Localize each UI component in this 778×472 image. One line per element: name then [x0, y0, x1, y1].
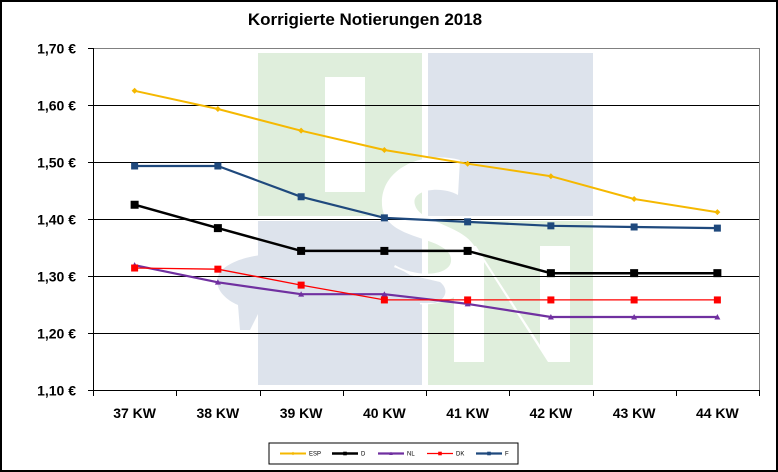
- x-tick-label: 41 KW: [446, 405, 490, 421]
- data-point-marker: [713, 296, 721, 304]
- series-esp: [131, 87, 721, 216]
- legend-item-esp: ESP: [280, 452, 321, 458]
- y-tick-label: 1,40 €: [37, 212, 76, 228]
- data-point-marker: [463, 246, 472, 255]
- data-point-marker: [298, 127, 305, 134]
- legend-item-f: F: [476, 452, 509, 458]
- data-point-marker: [381, 291, 388, 297]
- data-point-marker: [381, 147, 388, 154]
- watermark-letter-i: [325, 77, 365, 192]
- x-tick-label: 44 KW: [696, 405, 740, 421]
- data-point-marker: [630, 296, 638, 304]
- series-lines: [130, 87, 722, 320]
- data-point-marker: [380, 296, 388, 304]
- data-point-marker: [214, 105, 221, 112]
- data-point-marker: [214, 279, 221, 285]
- x-tick-label: 40 KW: [363, 405, 407, 421]
- data-point-marker: [297, 281, 305, 289]
- data-point-marker: [464, 296, 472, 304]
- data-point-marker: [547, 222, 555, 230]
- legend: ESP D NL DK F: [268, 442, 519, 465]
- data-point-marker: [487, 451, 491, 456]
- series-line-dk: [134, 267, 718, 301]
- data-point-marker: [631, 314, 638, 320]
- data-point-marker: [131, 87, 138, 94]
- series-nl: [131, 262, 721, 320]
- y-tick-label: 1,50 €: [37, 155, 76, 171]
- series-line-d: [134, 203, 718, 275]
- data-point-marker: [343, 451, 347, 456]
- series-line-f: [134, 164, 718, 230]
- data-point-marker: [214, 265, 222, 273]
- data-point-marker: [547, 314, 554, 320]
- chart-title: Korrigierte Notierungen 2018: [248, 10, 482, 29]
- data-point-marker: [291, 451, 295, 456]
- legend-item-d: D: [332, 452, 366, 458]
- x-tick-label: 42 KW: [529, 405, 573, 421]
- x-tick-label: 43 KW: [613, 405, 657, 421]
- series-line-nl: [134, 264, 718, 319]
- data-point-marker: [630, 269, 639, 278]
- x-tick-label: 37 KW: [113, 405, 157, 421]
- y-tick-label: 1,30 €: [37, 269, 76, 285]
- series-d: [130, 200, 722, 278]
- data-point-marker: [631, 196, 638, 203]
- data-point-marker: [214, 162, 222, 170]
- data-point-marker: [714, 209, 721, 216]
- data-point-marker: [464, 218, 472, 226]
- data-point-marker: [713, 269, 722, 278]
- y-tick-label: 1,60 €: [37, 98, 76, 114]
- data-point-marker: [131, 264, 139, 272]
- data-point-marker: [714, 314, 721, 320]
- data-point-marker: [380, 246, 389, 255]
- x-tick-label: 39 KW: [280, 405, 324, 421]
- data-point-marker: [389, 451, 393, 455]
- data-point-marker: [464, 300, 471, 307]
- series-f: [131, 162, 721, 232]
- y-axis-tick-labels: 1,10 € 1,20 € 1,30 € 1,40 € 1,50 € 1,60 € 1,70…: [37, 41, 76, 399]
- legend-label: DK: [456, 452, 464, 458]
- series-dk: [131, 264, 721, 304]
- data-point-marker: [713, 224, 721, 232]
- x-axis-tick-labels: 37 KW 38 KW 39 KW 40 KW 41 KW 42 KW 43 KW 44 KW: [113, 405, 739, 421]
- data-point-marker: [297, 246, 306, 255]
- series-line-esp: [134, 89, 718, 214]
- data-point-marker: [547, 296, 555, 304]
- x-tick-label: 38 KW: [196, 405, 240, 421]
- data-point-marker: [130, 200, 139, 209]
- data-point-marker: [546, 269, 555, 278]
- data-point-marker: [547, 173, 554, 180]
- data-point-marker: [131, 162, 139, 170]
- legend-item-dk: DK: [427, 452, 464, 458]
- data-point-marker: [464, 160, 471, 167]
- legend-label: D: [361, 452, 366, 458]
- data-point-marker: [438, 451, 442, 456]
- legend-label: ESP: [309, 452, 321, 458]
- data-point-marker: [630, 223, 638, 231]
- data-point-marker: [213, 224, 222, 233]
- axes: [88, 48, 760, 396]
- y-tick-label: 1,10 €: [37, 383, 76, 399]
- data-point-marker: [380, 214, 388, 222]
- legend-item-nl: NL: [378, 452, 415, 458]
- legend-label: F: [505, 452, 509, 458]
- y-tick-label: 1,70 €: [37, 41, 76, 57]
- y-tick-label: 1,20 €: [37, 326, 76, 342]
- legend-label: NL: [407, 452, 415, 458]
- data-point-marker: [298, 291, 305, 297]
- data-point-marker: [297, 193, 305, 201]
